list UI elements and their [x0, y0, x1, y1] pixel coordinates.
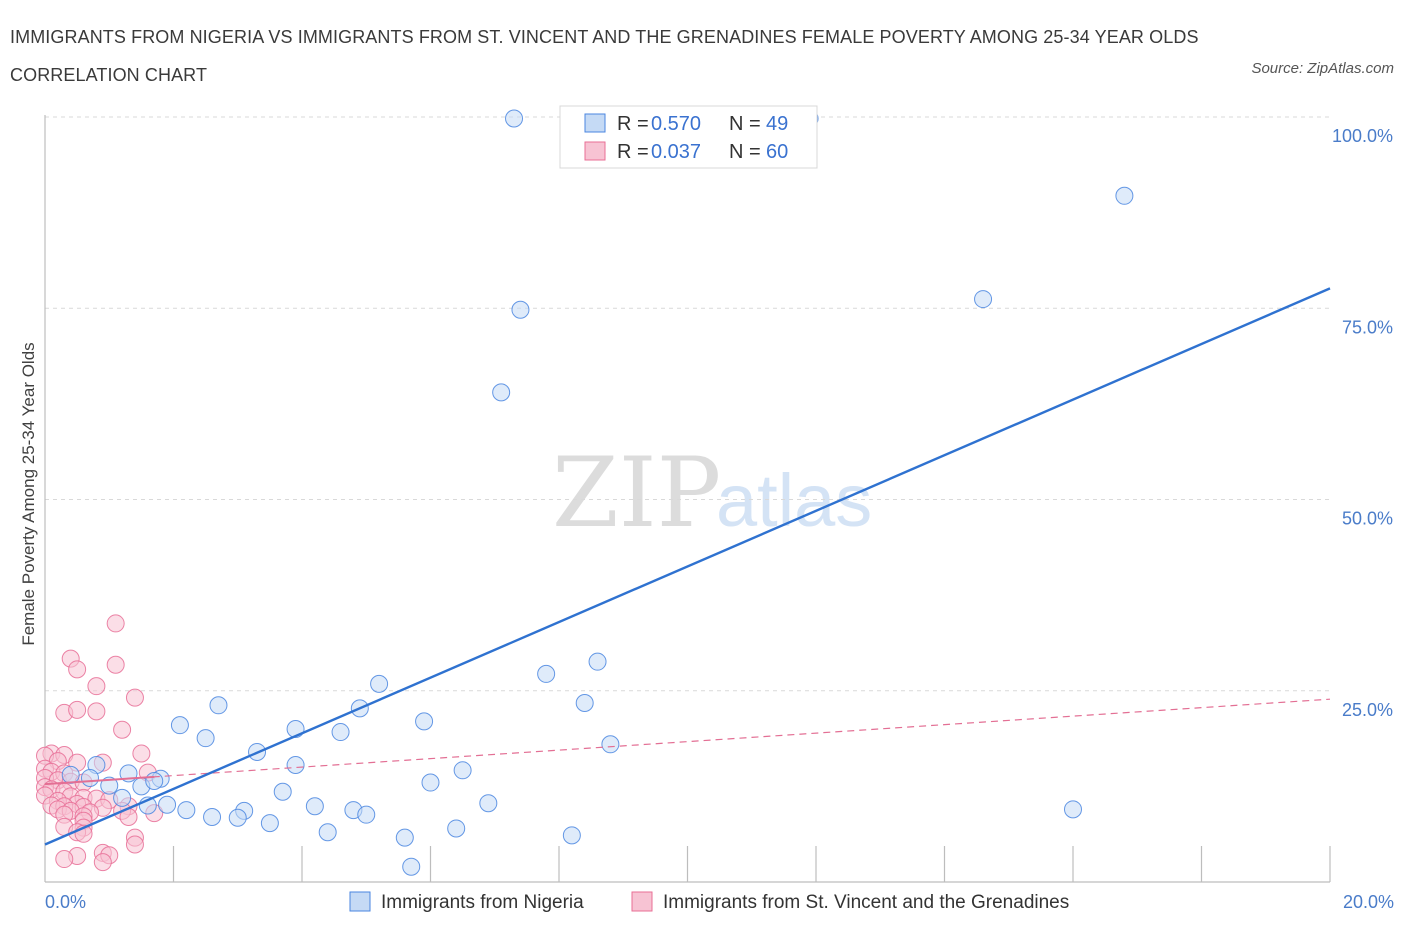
data-point-nigeria: [511, 300, 530, 319]
data-point-stvincent: [106, 655, 125, 674]
trend-line-stvincent: [44, 698, 1331, 785]
y-axis-label: Female Poverty Among 25-34 Year Olds: [19, 342, 38, 645]
data-point-stvincent: [68, 700, 87, 719]
data-point-nigeria: [177, 801, 196, 820]
series-nigeria-points: [61, 109, 1134, 876]
data-point-stvincent: [125, 835, 144, 854]
data-point-stvincent: [93, 853, 112, 872]
chart-title: IMMIGRANTS FROM NIGERIA VS IMMIGRANTS FR…: [10, 27, 1199, 85]
data-point-nigeria: [453, 761, 472, 780]
data-point-nigeria: [203, 807, 222, 826]
bottom-legend-label-stvincent: Immigrants from St. Vincent and the Gren…: [663, 892, 1069, 913]
bottom-legend-label-nigeria: Immigrants from Nigeria: [381, 892, 584, 913]
data-point-nigeria: [415, 712, 434, 731]
data-point-stvincent: [132, 744, 151, 763]
data-point-nigeria: [170, 716, 189, 735]
y-tick-label: 100.0%: [1332, 126, 1393, 146]
data-point-nigeria: [80, 768, 99, 787]
data-point-nigeria: [505, 109, 524, 128]
data-point-nigeria: [286, 755, 305, 774]
watermark-zip: ZIP: [552, 437, 721, 549]
bottom-legend-swatch-nigeria: [349, 891, 371, 912]
data-point-nigeria: [447, 819, 466, 838]
data-point-nigeria: [537, 664, 556, 683]
legend-r-value-nigeria: 0.570: [651, 113, 701, 135]
legend-swatch-stvincent: [584, 141, 606, 161]
data-point-nigeria: [1115, 186, 1134, 205]
data-point-nigeria: [492, 383, 511, 402]
bottom-legend-swatch-stvincent: [631, 891, 653, 912]
watermark-atlas: atlas: [716, 459, 872, 542]
correlation-legend: R = 0.570 N = 49 R = 0.037 N = 60: [559, 105, 818, 169]
data-point-stvincent: [113, 720, 132, 739]
data-point-nigeria: [575, 693, 594, 712]
trend-lines: [44, 287, 1331, 846]
legend-r-label-stvincent: R =: [617, 141, 649, 163]
data-point-nigeria: [158, 795, 177, 814]
data-point-nigeria: [113, 788, 132, 807]
legend-n-label-nigeria: N =: [729, 113, 761, 135]
data-point-nigeria: [61, 765, 80, 784]
data-point-nigeria: [601, 735, 620, 754]
data-point-nigeria: [209, 696, 228, 715]
data-point-stvincent: [55, 850, 74, 869]
legend-r-label-nigeria: R =: [617, 113, 649, 135]
data-point-nigeria: [1064, 800, 1082, 819]
data-point-stvincent: [106, 614, 125, 633]
chart-source: Source: ZipAtlas.com: [1251, 60, 1394, 77]
data-point-nigeria: [395, 828, 414, 847]
x-tick-label-min: 0.0%: [45, 892, 86, 912]
data-point-stvincent: [125, 688, 144, 707]
gridlines: [45, 116, 1330, 692]
data-point-nigeria: [228, 808, 247, 827]
trend-line-stvincent-solid: [44, 775, 155, 786]
y-tick-label: 25.0%: [1342, 700, 1393, 720]
y-tick-label: 50.0%: [1342, 509, 1393, 529]
data-point-nigeria: [370, 674, 389, 693]
data-point-nigeria: [305, 797, 324, 816]
legend-swatch-nigeria: [584, 113, 606, 133]
data-point-stvincent: [87, 702, 106, 721]
data-point-nigeria: [260, 814, 279, 833]
y-tick-label: 75.0%: [1342, 317, 1393, 337]
x-axis-ticks: [172, 846, 1331, 882]
data-point-stvincent: [68, 660, 87, 679]
data-point-nigeria: [331, 723, 350, 742]
data-point-stvincent: [87, 677, 106, 696]
data-point-nigeria: [562, 826, 581, 845]
legend-n-value-nigeria: 49: [766, 113, 788, 135]
legend-n-value-stvincent: 60: [766, 141, 788, 163]
data-point-nigeria: [196, 729, 215, 748]
data-point-nigeria: [588, 652, 607, 671]
data-point-nigeria: [145, 772, 164, 791]
x-tick-label-max: 20.0%: [1343, 892, 1394, 912]
data-point-nigeria: [318, 823, 337, 842]
data-point-nigeria: [100, 776, 119, 795]
y-tick-labels: 25.0% 50.0% 75.0% 100.0%: [1332, 126, 1393, 720]
data-point-nigeria: [273, 782, 292, 801]
data-point-nigeria: [357, 805, 376, 824]
series-legend: Immigrants from Nigeria Immigrants from …: [349, 891, 1069, 913]
data-point-nigeria: [479, 794, 498, 813]
series-stvincent-points: [36, 614, 164, 872]
legend-r-value-stvincent: 0.037: [651, 141, 701, 163]
trend-line-nigeria: [44, 287, 1331, 846]
legend-n-label-stvincent: N =: [729, 141, 761, 163]
data-point-nigeria: [402, 857, 421, 876]
data-point-nigeria: [974, 290, 993, 309]
data-point-nigeria: [421, 773, 440, 792]
